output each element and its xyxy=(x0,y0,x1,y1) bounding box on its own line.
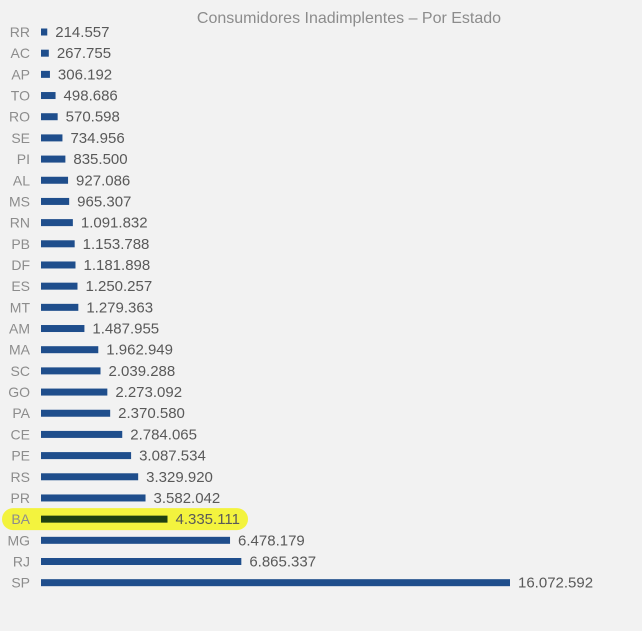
category-label: RS xyxy=(11,469,30,485)
data-label: 4.335.111 xyxy=(175,511,240,528)
data-label: 927.086 xyxy=(76,172,130,189)
bar xyxy=(41,452,132,460)
bar xyxy=(41,388,108,396)
category-label: PR xyxy=(11,490,30,506)
data-label: 6.478.179 xyxy=(238,532,305,549)
bar xyxy=(41,261,76,269)
category-label: RR xyxy=(10,24,30,40)
bar xyxy=(41,346,99,354)
data-label: 498.686 xyxy=(64,88,118,105)
bar xyxy=(41,430,123,438)
data-label: 2.039.288 xyxy=(109,363,176,380)
bar xyxy=(41,134,63,142)
category-label: CE xyxy=(11,426,30,442)
bar xyxy=(41,579,510,587)
bar xyxy=(41,409,111,417)
category-label: GO xyxy=(8,384,30,400)
category-label: MG xyxy=(7,532,30,548)
data-label: 835.500 xyxy=(73,151,127,168)
category-label: RN xyxy=(10,215,30,231)
data-label: 734.956 xyxy=(70,130,124,147)
category-label: AP xyxy=(11,66,30,82)
data-label: 1.962.949 xyxy=(106,342,173,359)
data-label: 1.091.832 xyxy=(81,215,148,232)
category-label: PI xyxy=(17,151,30,167)
bar xyxy=(41,325,85,333)
data-label: 570.598 xyxy=(66,109,120,126)
category-label: AM xyxy=(9,321,30,337)
bar xyxy=(41,240,75,248)
category-label: PE xyxy=(11,448,30,464)
bar xyxy=(41,536,231,544)
data-label: 1.279.363 xyxy=(86,299,153,316)
data-label: 2.273.092 xyxy=(115,384,182,401)
bar xyxy=(41,155,66,163)
category-label: PB xyxy=(11,236,30,252)
data-label: 2.370.580 xyxy=(118,405,185,422)
category-label: RJ xyxy=(13,554,30,570)
bar xyxy=(41,70,50,78)
data-label: 6.865.337 xyxy=(249,554,316,571)
bar xyxy=(41,113,58,121)
data-label: 1.153.788 xyxy=(83,236,150,253)
chart-title: Consumidores Inadimplentes – Por Estado xyxy=(197,10,501,27)
bar xyxy=(41,558,242,565)
bar xyxy=(41,473,139,481)
category-label: ES xyxy=(11,278,30,294)
data-label: 3.087.534 xyxy=(139,448,206,465)
bar xyxy=(41,219,73,227)
bar xyxy=(41,515,168,523)
data-label: 3.329.920 xyxy=(146,469,213,486)
category-label: MA xyxy=(9,342,31,358)
data-label: 16.072.592 xyxy=(518,575,593,592)
category-label: MT xyxy=(10,299,31,315)
data-label: 1.487.955 xyxy=(92,321,159,338)
bar xyxy=(41,176,69,184)
category-label: SE xyxy=(11,130,30,146)
category-label: MS xyxy=(9,193,30,209)
bar xyxy=(41,367,101,375)
category-label: PA xyxy=(12,405,30,421)
category-label: AL xyxy=(13,172,30,188)
data-label: 1.181.898 xyxy=(83,257,150,274)
category-label: SP xyxy=(11,575,30,591)
category-label: AC xyxy=(11,45,30,61)
bar xyxy=(41,92,56,100)
data-label: 3.582.042 xyxy=(154,490,221,507)
category-label: TO xyxy=(11,88,30,104)
data-label: 1.250.257 xyxy=(85,278,152,295)
data-label: 965.307 xyxy=(77,193,131,210)
category-label: SC xyxy=(11,363,30,379)
data-label: 214.557 xyxy=(55,24,109,41)
bar xyxy=(41,282,78,290)
bar xyxy=(41,49,49,57)
data-label: 306.192 xyxy=(58,66,112,83)
data-label: 267.755 xyxy=(57,45,111,62)
category-label: BA xyxy=(11,511,30,527)
bar xyxy=(41,494,146,502)
data-label: 2.784.065 xyxy=(130,426,197,443)
bar xyxy=(41,197,70,205)
category-label: RO xyxy=(9,109,30,125)
bar xyxy=(41,28,48,36)
bar xyxy=(41,303,79,311)
category-label: DF xyxy=(11,257,30,273)
